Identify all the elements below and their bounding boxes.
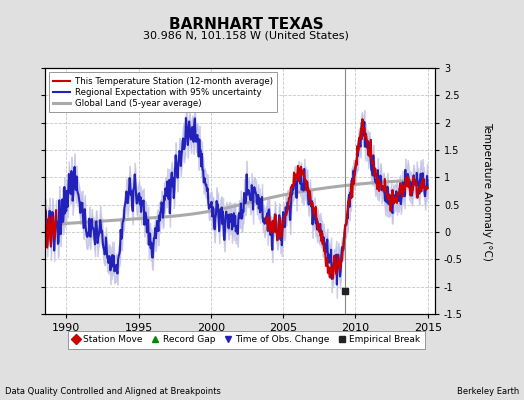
Legend: This Temperature Station (12-month average), Regional Expectation with 95% uncer: This Temperature Station (12-month avera… bbox=[49, 72, 277, 112]
Text: Data Quality Controlled and Aligned at Breakpoints: Data Quality Controlled and Aligned at B… bbox=[5, 387, 221, 396]
Legend: Station Move, Record Gap, Time of Obs. Change, Empirical Break: Station Move, Record Gap, Time of Obs. C… bbox=[68, 331, 425, 349]
Text: Berkeley Earth: Berkeley Earth bbox=[456, 387, 519, 396]
Y-axis label: Temperature Anomaly (°C): Temperature Anomaly (°C) bbox=[482, 122, 492, 260]
Text: 30.986 N, 101.158 W (United States): 30.986 N, 101.158 W (United States) bbox=[144, 30, 349, 40]
Text: BARNHART TEXAS: BARNHART TEXAS bbox=[169, 17, 324, 32]
